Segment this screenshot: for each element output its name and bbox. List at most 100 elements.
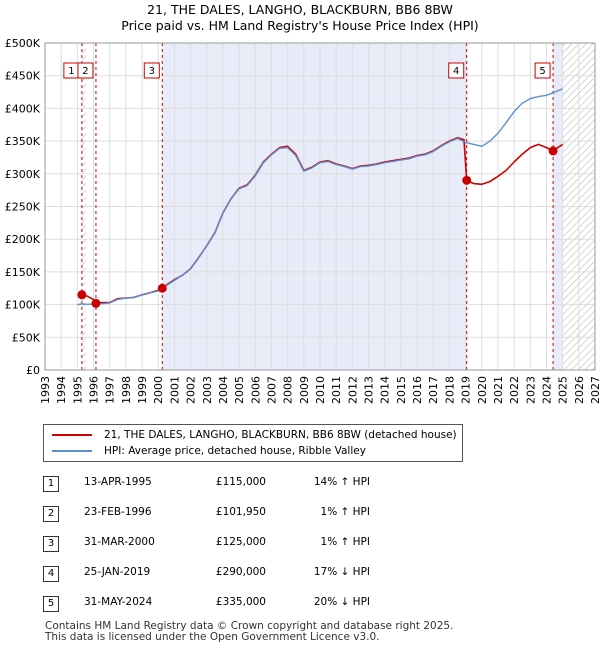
- sale-point: [157, 283, 167, 293]
- x-tick-label: 1997: [104, 376, 117, 404]
- transaction-hpi: 1% ↑ HPI: [320, 506, 370, 518]
- x-tick-label: 2000: [152, 376, 165, 404]
- transaction-hpi: 17% ↓ HPI: [313, 566, 370, 578]
- transaction-price: £115,000: [215, 476, 266, 488]
- y-tick-label: £100K: [5, 299, 41, 312]
- x-tick-label: 2020: [476, 376, 489, 404]
- legend-label-property: 21, THE DALES, LANGHO, BLACKBURN, BB6 8B…: [104, 429, 457, 441]
- chart-legend: 21, THE DALES, LANGHO, BLACKBURN, BB6 8B…: [43, 424, 463, 462]
- x-tick-label: 2008: [282, 376, 295, 404]
- sale-marker-label: 1: [68, 66, 74, 77]
- transaction-date: 25-JAN-2019: [84, 566, 151, 578]
- transaction-number: 4: [43, 566, 59, 582]
- footer: Contains HM Land Registry data © Crown c…: [45, 621, 453, 643]
- title-line-1: 21, THE DALES, LANGHO, BLACKBURN, BB6 8B…: [147, 2, 453, 17]
- x-tick-label: 1994: [55, 376, 68, 404]
- transaction-hpi: 14% ↑ HPI: [313, 476, 370, 488]
- x-tick-label: 2012: [346, 376, 359, 404]
- y-tick-label: £0: [26, 364, 40, 377]
- sale-marker-label: 4: [453, 66, 459, 77]
- sale-point: [77, 290, 87, 300]
- x-tick-label: 2018: [443, 376, 456, 404]
- legend-item-hpi: HPI: Average price, detached house, Ribb…: [52, 443, 366, 459]
- table-row: 3 31-MAR-2000 £125,000 1% ↑ HPI: [0, 536, 600, 554]
- transaction-number: 1: [43, 476, 59, 492]
- x-tick-label: 2013: [363, 376, 376, 404]
- sale-point: [91, 298, 101, 308]
- x-tick-label: 2025: [557, 376, 570, 404]
- sale-marker-label: 5: [539, 66, 545, 77]
- x-tick-label: 2006: [249, 376, 262, 404]
- x-tick-label: 2007: [265, 376, 278, 404]
- transaction-number: 2: [43, 506, 59, 522]
- sale-marker-box: [448, 62, 465, 79]
- x-tick-label: 2004: [217, 376, 230, 404]
- transaction-hpi: 1% ↑ HPI: [320, 536, 370, 548]
- sale-marker-box: [143, 62, 160, 79]
- y-tick-label: £500K: [5, 37, 41, 50]
- title-line-2: Price paid vs. HM Land Registry's House …: [121, 18, 479, 33]
- sale-marker-label: 3: [149, 66, 155, 77]
- plot-frame: [44, 42, 596, 371]
- x-tick-label: 2021: [492, 376, 505, 404]
- x-tick-label: 2017: [427, 376, 440, 404]
- x-tick-label: 2014: [379, 376, 392, 404]
- y-tick-label: £450K: [5, 70, 41, 83]
- sale-marker-box: [534, 62, 551, 79]
- y-tick-label: £250K: [5, 201, 41, 214]
- transaction-date: 13-APR-1995: [84, 476, 152, 488]
- x-tick-label: 1995: [71, 376, 84, 404]
- x-tick-label: 2027: [589, 376, 600, 404]
- x-tick-label: 2024: [540, 376, 553, 404]
- transaction-date: 31-MAR-2000: [84, 536, 155, 548]
- x-tick-label: 2009: [298, 376, 311, 404]
- y-tick-label: £300K: [5, 168, 41, 181]
- x-tick-label: 2003: [201, 376, 214, 404]
- table-row: 4 25-JAN-2019 £290,000 17% ↓ HPI: [0, 566, 600, 584]
- sale-point: [548, 146, 558, 156]
- table-row: 1 13-APR-1995 £115,000 14% ↑ HPI: [0, 476, 600, 494]
- x-tick-label: 2001: [168, 376, 181, 404]
- footer-licence: This data is licensed under the Open Gov…: [45, 631, 380, 643]
- legend-swatch-hpi: [52, 450, 92, 452]
- x-tick-label: 2022: [508, 376, 521, 404]
- footer-copyright: Contains HM Land Registry data © Crown c…: [45, 620, 454, 632]
- x-tick-label: 2019: [460, 376, 473, 404]
- hpi-line: [77, 88, 563, 306]
- sale-marker-label: 2: [82, 66, 88, 77]
- transaction-number: 3: [43, 536, 59, 552]
- x-tick-label: 2026: [573, 376, 586, 404]
- transaction-hpi: 20% ↓ HPI: [313, 596, 370, 608]
- table-row: 5 31-MAY-2024 £335,000 20% ↓ HPI: [0, 596, 600, 614]
- x-tick-label: 1993: [39, 376, 52, 404]
- x-tick-label: 2010: [314, 376, 327, 404]
- transaction-date: 23-FEB-1996: [84, 506, 152, 518]
- x-tick-label: 1998: [120, 376, 133, 404]
- legend-swatch-property: [52, 434, 92, 436]
- transaction-price: £125,000: [215, 536, 266, 548]
- x-tick-label: 1996: [88, 376, 101, 404]
- y-tick-label: £150K: [5, 266, 41, 279]
- x-tick-label: 1999: [136, 376, 149, 404]
- transaction-number: 5: [43, 596, 59, 612]
- x-tick-label: 2005: [233, 376, 246, 404]
- x-tick-label: 2023: [524, 376, 537, 404]
- x-tick-label: 2011: [330, 376, 343, 404]
- chart-title: 21, THE DALES, LANGHO, BLACKBURN, BB6 8B…: [0, 2, 600, 34]
- y-tick-label: £400K: [5, 102, 41, 115]
- transaction-date: 31-MAY-2024: [84, 596, 153, 608]
- x-tick-label: 2015: [395, 376, 408, 404]
- x-tick-label: 2002: [185, 376, 198, 404]
- transaction-price: £101,950: [215, 506, 266, 518]
- x-tick-label: 2016: [411, 376, 424, 404]
- transaction-price: £290,000: [215, 566, 266, 578]
- y-tick-label: £50K: [12, 331, 41, 344]
- sale-point: [462, 175, 472, 185]
- legend-label-hpi: HPI: Average price, detached house, Ribb…: [104, 445, 366, 457]
- transaction-price: £335,000: [215, 596, 266, 608]
- legend-item-property: 21, THE DALES, LANGHO, BLACKBURN, BB6 8B…: [52, 427, 457, 443]
- table-row: 2 23-FEB-1996 £101,950 1% ↑ HPI: [0, 506, 600, 524]
- sale-marker-box: [77, 62, 94, 79]
- y-tick-label: £200K: [5, 233, 41, 246]
